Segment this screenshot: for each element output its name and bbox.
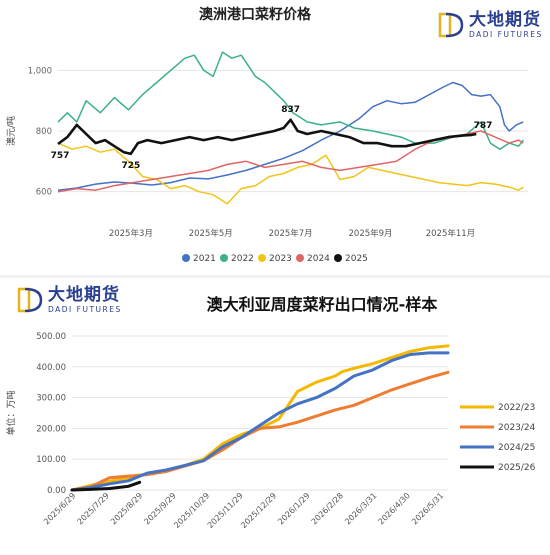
y-tick-label: 100.00 bbox=[36, 455, 66, 465]
y-axis-label: 单位：万吨 bbox=[5, 390, 17, 435]
legend-label: 2021 bbox=[193, 254, 216, 264]
x-tick-label: 2025/6/29 bbox=[42, 491, 77, 526]
logo-en: DADI FUTURES bbox=[48, 304, 122, 314]
logo-bottom: 大地期货 DADI FUTURES bbox=[16, 286, 122, 314]
legend-label: 2025/26 bbox=[498, 463, 536, 473]
x-tick-label: 2026/4/30 bbox=[377, 491, 412, 526]
legend-label: 2023/24 bbox=[498, 423, 536, 433]
data-label: 787 bbox=[474, 121, 493, 131]
y-tick-label: 800 bbox=[36, 127, 52, 137]
y-tick-label: 1,000 bbox=[28, 66, 52, 76]
legend-marker bbox=[220, 254, 228, 262]
x-tick-label: 2025年7月 bbox=[269, 228, 313, 239]
x-tick-label: 2026/5/31 bbox=[410, 491, 445, 526]
legend-marker bbox=[182, 254, 190, 262]
price-chart-panel: 澳洲港口菜籽价格 600 800 1,000 澳元/吨 2025年3月 2025年5月 202… bbox=[0, 0, 550, 275]
logo-en: DADI FUTURES bbox=[469, 29, 543, 39]
x-tick-label: 2025年9月 bbox=[349, 228, 393, 239]
logo-mark-icon bbox=[16, 286, 44, 314]
series-line-2025 bbox=[57, 118, 477, 156]
x-tick-label: 2025/9/29 bbox=[142, 491, 177, 526]
x-tick-label: 2025年11月 bbox=[426, 228, 475, 239]
data-label: 757 bbox=[51, 151, 70, 161]
legend-marker bbox=[334, 254, 342, 262]
logo-cn: 大地期货 bbox=[469, 9, 541, 30]
series-line-2023 bbox=[57, 142, 524, 205]
legend-label: 2023 bbox=[269, 254, 292, 264]
series-line-2023-24 bbox=[70, 370, 450, 492]
series-line-2022 bbox=[57, 51, 524, 150]
y-tick-label: 300.00 bbox=[36, 394, 66, 404]
data-label: 725 bbox=[121, 161, 140, 171]
x-tick-label: 2025/12/29 bbox=[239, 491, 278, 530]
y-tick-label: 500.00 bbox=[36, 332, 66, 342]
export-chart-panel: 澳大利亚周度菜籽出口情况-样本 0.00 100.00 200.00 300.00 400… bbox=[0, 278, 550, 551]
x-tick-label: 2025年5月 bbox=[189, 228, 233, 239]
y-tick-label: 400.00 bbox=[36, 363, 66, 373]
legend-label: 2022 bbox=[231, 254, 254, 264]
series-line-2024-25 bbox=[70, 351, 450, 492]
x-tick-label: 2025年3月 bbox=[109, 228, 153, 239]
series-line-2021 bbox=[57, 81, 524, 191]
export-chart: 澳大利亚周度菜籽出口情况-样本 0.00 100.00 200.00 300.00 400… bbox=[5, 295, 536, 530]
legend-label: 2022/23 bbox=[498, 403, 535, 413]
logo-cn: 大地期货 bbox=[48, 284, 120, 305]
logo-mark-icon bbox=[437, 11, 465, 39]
y-axis-label: 澳元/吨 bbox=[5, 116, 17, 146]
series-line-2022-23 bbox=[70, 344, 450, 492]
chart-title: 澳大利亚周度菜籽出口情况-样本 bbox=[207, 295, 438, 314]
x-tick-label: 2026/2/28 bbox=[310, 491, 345, 526]
y-tick-label: 0.00 bbox=[47, 486, 66, 496]
y-tick-label: 600 bbox=[36, 188, 52, 198]
x-tick-label: 2026/1/29 bbox=[276, 491, 311, 526]
x-tick-label: 2025/8/29 bbox=[109, 491, 144, 526]
legend-label: 2025 bbox=[345, 254, 368, 264]
series-line-2024 bbox=[57, 130, 524, 193]
legend-label: 2024 bbox=[307, 254, 330, 264]
data-label: 837 bbox=[281, 105, 300, 115]
y-tick-label: 200.00 bbox=[36, 424, 66, 434]
legend-marker bbox=[296, 254, 304, 262]
series-line-2025-26 bbox=[70, 480, 142, 492]
panel-divider bbox=[0, 275, 550, 278]
x-tick-label: 2025/7/29 bbox=[76, 491, 111, 526]
price-chart: 澳洲港口菜籽价格 600 800 1,000 澳元/吨 2025年3月 2025年5月 202… bbox=[5, 6, 528, 264]
legend-label: 2024/25 bbox=[498, 443, 535, 453]
x-tick-label: 2026/3/31 bbox=[343, 491, 378, 526]
logo-top: 大地期货 DADI FUTURES bbox=[437, 11, 543, 39]
chart-title: 澳洲港口菜籽价格 bbox=[199, 6, 312, 23]
legend-marker bbox=[258, 254, 266, 262]
